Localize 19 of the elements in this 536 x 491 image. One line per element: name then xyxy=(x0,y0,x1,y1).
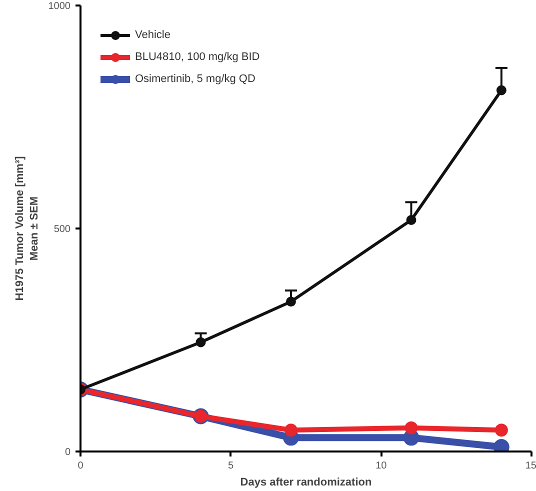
y-tick-label: 500 xyxy=(54,224,71,235)
y-tick-label: 1000 xyxy=(48,1,71,12)
point xyxy=(404,421,418,434)
x-tick-label: 15 xyxy=(525,460,536,472)
point xyxy=(496,85,506,96)
legend-label: Osimertinib, 5 mg/kg QD xyxy=(135,73,256,85)
x-tick-label: 5 xyxy=(228,460,234,472)
point xyxy=(196,337,206,348)
x-tick-label: 10 xyxy=(376,460,388,472)
y-axis-title: H1975 Tumor Volume [mm³] Mean ± SEM xyxy=(14,156,40,301)
y-tick-label: 0 xyxy=(64,447,71,458)
x-axis-title: Days after randomization xyxy=(240,476,372,488)
x-tick-label: 0 xyxy=(78,460,84,472)
point xyxy=(494,424,508,437)
point xyxy=(284,424,298,437)
legend-label: Vehicle xyxy=(135,29,170,41)
point xyxy=(406,215,416,226)
point xyxy=(286,296,296,307)
legend-label: BLU4810, 100 mg/kg BID xyxy=(135,51,260,63)
